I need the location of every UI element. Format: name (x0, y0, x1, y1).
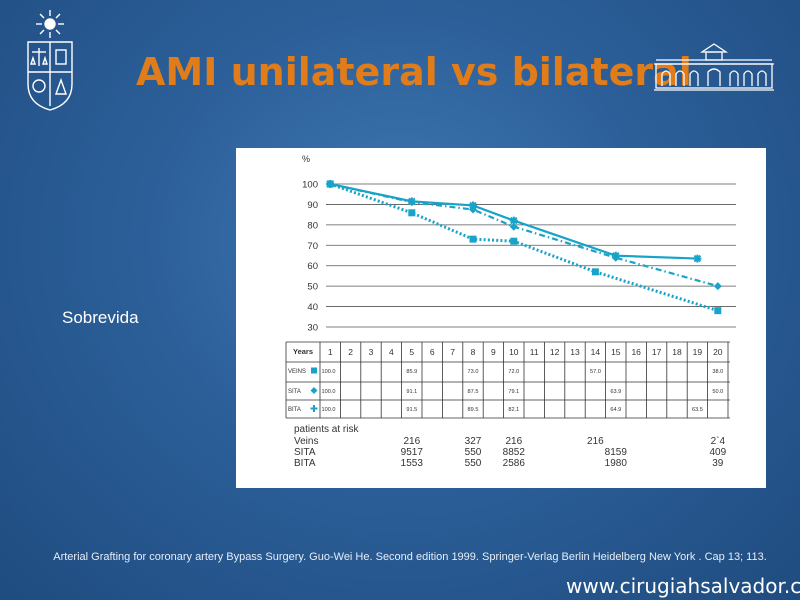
table-year-label: 13 (570, 347, 580, 357)
y-tick-label: 40 (307, 302, 318, 313)
table-year-label: 15 (611, 347, 621, 357)
data-point-veins (510, 237, 518, 245)
series-line-veins (329, 182, 719, 313)
table-year-label: 17 (652, 347, 662, 357)
table-cell-value: 50.0 (712, 389, 723, 395)
risk-value: 216 (403, 436, 420, 447)
risk-value: 2`4 (711, 435, 726, 447)
survival-label: Sobrevida (62, 308, 139, 327)
risk-value: 327 (465, 436, 482, 447)
y-axis-label: % (302, 154, 310, 164)
table-year-label: 1 (328, 347, 333, 357)
table-cell-value: 100.0 (322, 407, 336, 413)
table-year-label: 14 (591, 347, 601, 357)
table-cell-value: 87.5 (468, 389, 479, 395)
risk-row-label: Veins (294, 436, 318, 447)
table-year-label: 9 (491, 347, 496, 357)
y-tick-label: 90 (307, 200, 318, 211)
table-row-label: SITA (288, 389, 301, 395)
university-seal-logo (18, 8, 82, 112)
table-year-label: 4 (389, 347, 394, 357)
table-cell-value: 64.9 (610, 407, 621, 413)
risk-value: 1553 (401, 458, 424, 469)
legend-marker-veins (311, 367, 317, 374)
hospital-building-logo (652, 40, 776, 92)
y-tick-label: 50 (307, 282, 318, 293)
table-year-label: 2 (348, 347, 353, 357)
table-cell-value: 38.0 (712, 369, 723, 375)
risk-value: 2586 (503, 458, 526, 469)
table-year-label: 3 (369, 347, 374, 357)
table-cell-value: 100.0 (322, 369, 336, 375)
risk-value: 9517 (401, 447, 424, 458)
table-cell-value: 79.1 (508, 389, 519, 395)
risk-row-label: BITA (294, 458, 316, 469)
table-cell-value: 63.5 (692, 407, 703, 413)
table-cell-value: 100.0 (322, 389, 336, 395)
risk-value: 216 (587, 436, 604, 447)
data-point-bita (326, 180, 335, 188)
slide-title: AMI unilateral vs bilateral (136, 50, 692, 94)
risk-value: 409 (709, 447, 726, 458)
table-year-label: 10 (509, 347, 519, 357)
table-cell-value: 91.1 (406, 389, 417, 395)
table-header-label: Years (293, 347, 313, 356)
table-year-label: 20 (713, 347, 723, 357)
data-point-bita (509, 216, 518, 225)
table-year-label: 19 (693, 347, 703, 357)
table-year-label: 8 (471, 347, 476, 357)
risk-value: 216 (505, 436, 522, 447)
y-tick-label: 30 (307, 323, 318, 334)
footer-url: www.cirugiahsalvador.cl (566, 574, 800, 598)
risk-title: patients at risk (294, 424, 359, 435)
risk-row-label: SITA (294, 447, 316, 458)
data-point-bita (469, 201, 477, 210)
table-cell-value: 82.1 (508, 407, 519, 413)
table-year-label: 5 (409, 347, 414, 357)
citation-text: Arterial Grafting for coronary artery By… (53, 551, 767, 563)
series-line-sita (329, 182, 719, 288)
y-tick-label: 80 (307, 220, 318, 231)
data-point-veins (469, 235, 477, 243)
survival-chart: % 100 90 80 70 60 50 40 30 Years 1 2 3 4 5 6 7 8 9 10 11 12 13… (236, 148, 766, 488)
data-point-veins (591, 268, 599, 276)
table-cell-value: 73.0 (468, 369, 479, 375)
table-cell-value: 72.0 (508, 369, 519, 375)
data-point-bita (407, 197, 416, 206)
series-line-bita (329, 182, 698, 260)
table-year-label: 16 (631, 347, 641, 357)
data-point-bita (693, 254, 702, 263)
risk-value: 550 (465, 458, 482, 469)
legend-marker-bita (310, 405, 318, 412)
y-tick-label: 70 (307, 241, 318, 252)
data-point-sita (469, 205, 477, 214)
data-point-sita (713, 282, 722, 291)
table-cell-value: 57.0 (590, 369, 601, 375)
table-cell-value: 63.9 (610, 389, 621, 395)
table-row-label: BITA (288, 407, 301, 413)
table-cell-value: 85.9 (406, 369, 417, 375)
table-year-label: 12 (550, 347, 560, 357)
risk-value: 1980 (605, 458, 628, 469)
table-year-label: 7 (450, 347, 455, 357)
table-cell-value: 91.5 (406, 407, 417, 413)
risk-value: 550 (465, 447, 482, 458)
data-point-veins (714, 307, 722, 315)
data-point-sita (509, 222, 518, 231)
risk-value: 8852 (503, 447, 526, 458)
table-row-label: VEINS (288, 369, 306, 375)
y-tick-label: 60 (307, 261, 318, 272)
risk-value: 8159 (605, 447, 628, 458)
y-tick-label: 100 (302, 180, 318, 191)
risk-value: 39 (712, 458, 724, 469)
table-year-label: 6 (430, 347, 435, 357)
table-year-label: 11 (530, 347, 539, 357)
data-point-veins (408, 209, 416, 217)
legend-marker-sita (310, 387, 318, 394)
data-point-bita (611, 251, 620, 260)
table-cell-value: 89.5 (468, 407, 479, 413)
table-year-label: 18 (672, 347, 682, 357)
